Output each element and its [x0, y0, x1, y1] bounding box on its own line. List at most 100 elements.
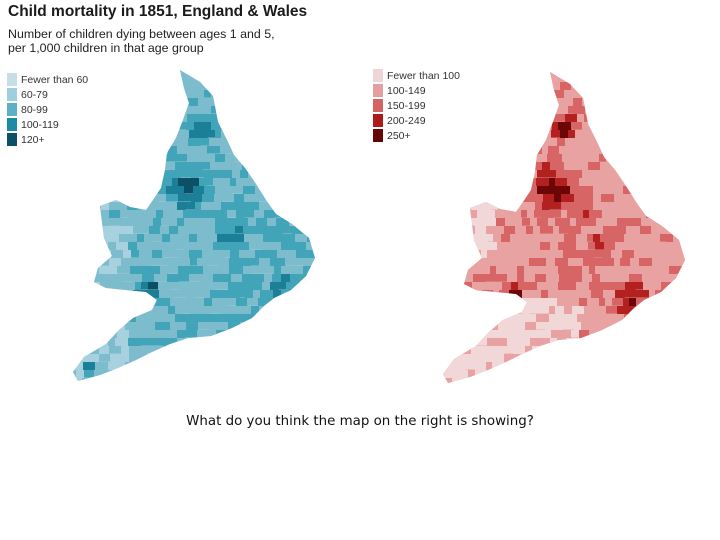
district-cell — [453, 226, 463, 234]
district-cell — [303, 386, 312, 398]
district-cell — [288, 82, 297, 90]
district-cell — [640, 330, 654, 342]
district-cell — [611, 178, 619, 187]
district-cell — [187, 282, 198, 294]
district-cell — [478, 122, 487, 132]
district-cell — [456, 290, 468, 300]
district-cell — [543, 194, 555, 204]
district-cell — [496, 274, 508, 282]
district-cell — [621, 194, 632, 204]
district-cell — [475, 72, 484, 75]
district-cell — [649, 130, 661, 140]
district-cell — [443, 114, 449, 126]
district-cell — [608, 330, 618, 340]
district-cell — [188, 226, 198, 236]
district-cell — [426, 194, 435, 206]
district-cell — [73, 354, 81, 362]
district-cell — [146, 306, 158, 318]
district-cell — [582, 274, 593, 285]
district-cell — [588, 90, 602, 102]
district-cell — [631, 202, 645, 212]
district-cell — [77, 298, 91, 308]
district-cell — [622, 114, 634, 126]
district-cell — [496, 266, 505, 276]
district-cell — [120, 154, 131, 163]
district-cell — [481, 154, 494, 166]
district-cell — [581, 250, 594, 259]
district-cell — [122, 194, 129, 204]
district-cell — [112, 282, 126, 293]
district-cell — [181, 354, 191, 365]
district-cell — [56, 338, 68, 349]
district-cell — [252, 322, 264, 334]
district-cell — [184, 186, 194, 194]
district-cell — [426, 298, 435, 306]
district-cell — [73, 106, 84, 118]
district-cell — [614, 226, 627, 235]
district-cell — [426, 234, 440, 242]
district-cell — [301, 218, 308, 227]
district-cell — [581, 226, 591, 234]
district-cell — [620, 370, 629, 379]
district-cell — [675, 306, 685, 317]
district-cell — [426, 338, 437, 349]
district-cell — [426, 74, 433, 83]
district-cell — [249, 178, 258, 187]
district-cell — [176, 210, 184, 222]
district-cell — [669, 266, 678, 277]
district-cell — [62, 370, 69, 381]
district-cell — [75, 90, 88, 99]
district-cell — [96, 226, 103, 234]
legend-item: 120+ — [7, 132, 88, 147]
district-cell — [211, 122, 225, 134]
district-cell — [553, 322, 563, 331]
district-cell — [558, 242, 567, 251]
district-cell — [56, 322, 68, 331]
district-cell — [628, 130, 637, 138]
district-cell — [73, 250, 79, 260]
district-cell — [307, 122, 315, 131]
district-cell — [56, 122, 70, 130]
district-cell — [247, 138, 258, 147]
district-cell — [137, 234, 145, 246]
district-cell — [125, 114, 134, 124]
district-cell — [677, 226, 685, 235]
district-cell — [167, 290, 175, 302]
district-cell — [529, 354, 538, 363]
district-cell — [221, 178, 231, 188]
district-cell — [230, 250, 240, 261]
district-cell — [83, 154, 91, 166]
district-cell — [594, 378, 604, 383]
district-cell — [453, 362, 466, 372]
district-cell — [489, 386, 496, 394]
district-cell — [640, 226, 652, 236]
district-cell — [128, 194, 140, 205]
district-cell — [520, 146, 530, 154]
district-cell — [73, 130, 77, 138]
district-cell — [288, 330, 299, 341]
district-cell — [480, 282, 493, 293]
district-cell — [146, 70, 160, 75]
district-cell — [532, 290, 542, 299]
district-cell — [56, 170, 68, 180]
district-cell — [449, 266, 460, 278]
district-cell — [239, 290, 246, 298]
district-cell — [298, 330, 309, 339]
district-cell — [546, 98, 553, 110]
district-cell — [565, 114, 578, 126]
district-cell — [287, 306, 296, 314]
district-cell — [518, 282, 530, 293]
district-cell — [109, 314, 117, 325]
district-cell — [160, 162, 170, 170]
district-cell — [256, 70, 266, 74]
district-cell — [56, 106, 66, 115]
district-cell — [609, 370, 621, 378]
district-cell — [447, 386, 454, 395]
district-cell — [454, 282, 464, 290]
district-cell — [486, 226, 499, 238]
district-cell — [534, 210, 542, 218]
district-cell — [119, 218, 131, 227]
district-cell — [633, 72, 641, 74]
district-cell — [180, 170, 192, 178]
district-cell — [507, 186, 518, 198]
